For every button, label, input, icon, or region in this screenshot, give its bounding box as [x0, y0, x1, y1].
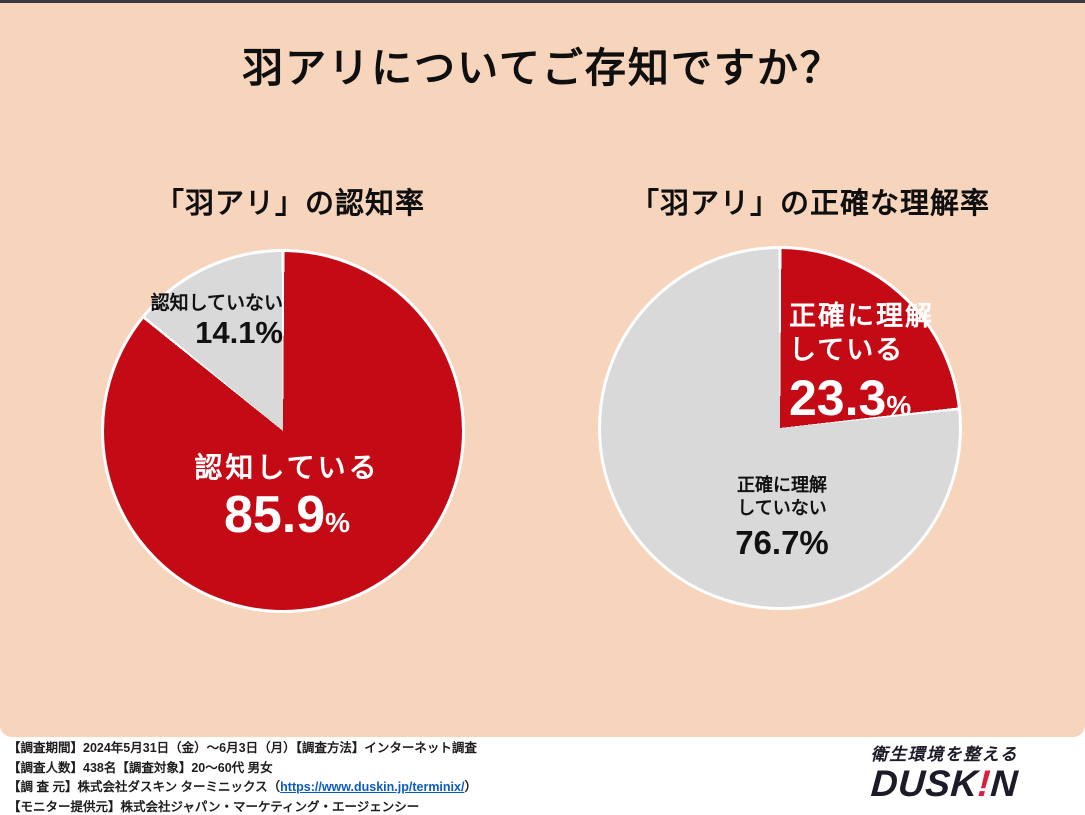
understanding-gray-slice-name-line1: 正確に理解 [737, 475, 827, 495]
awareness-gray-slice-label: 認知していない 14.1% [135, 293, 283, 350]
survey-sample-line: 【調査人数】438名【調査対象】20～60代 男女 [8, 760, 273, 775]
awareness-pie-chart [101, 249, 465, 613]
understanding-red-slice-label: 正確に理解 している 23.3% [789, 300, 959, 427]
survey-period-line: 【調査期間】2024年5月31日（金）～6月3日（月）【調査方法】インターネット… [8, 741, 477, 755]
awareness-red-slice-label: 認知している 85.9% [173, 452, 401, 546]
awareness-chart-title: 「羽アリ」の認知率 [154, 188, 425, 220]
survey-source-line: 【調 査 元】株式会社ダスキン ターミニックス（https://www.dusk… [8, 780, 477, 794]
duskin-logo-wordmark: DUSK!N [869, 763, 1020, 804]
understanding-red-slice-name-line1: 正確に理解 [789, 301, 934, 331]
understanding-red-slice-name-line2: している [789, 334, 905, 365]
understanding-gray-slice-name-line2: していない [737, 498, 827, 519]
footer: 【調査期間】2024年5月31日（金）～6月3日（月）【調査方法】インターネット… [0, 737, 1085, 815]
awareness-red-slice-name: 認知している [194, 452, 380, 483]
awareness-gray-slice-value: 14.1% [195, 314, 283, 350]
understanding-gray-slice-label: 正確に理解 していない 76.7% [708, 474, 856, 562]
page-title: 羽アリについてご存知ですか？ [242, 45, 843, 91]
survey-notes: 【調査期間】2024年5月31日（金）～6月3日（月）【調査方法】インターネット… [8, 739, 477, 815]
understanding-gray-slice-value: 76.7% [735, 523, 829, 561]
survey-monitor-line: 【モニター提供元】株式会社ジャパン・マーケティング・エージェンシー [8, 799, 420, 814]
duskin-logo-tagline: 衛生環境を整える [870, 745, 1019, 764]
awareness-gray-slice-name: 認知していない [150, 293, 283, 314]
terminix-link[interactable]: https://www.duskin.jp/terminix/ [280, 780, 465, 794]
duskin-logo: 衛生環境を整える DUSK!N [832, 740, 1057, 805]
awareness-red-slice-value: 85.9% [223, 486, 351, 545]
understanding-chart-title: 「羽アリ」の正確な理解率 [629, 188, 990, 220]
window-top-edge [0, 0, 1085, 3]
slide-background: 羽アリについてご存知ですか？ 「羽アリ」の認知率 「羽アリ」の正確な理解率 認知… [0, 0, 1085, 737]
understanding-red-slice-value: 23.3% [789, 369, 912, 426]
understanding-pie-chart [598, 246, 962, 610]
